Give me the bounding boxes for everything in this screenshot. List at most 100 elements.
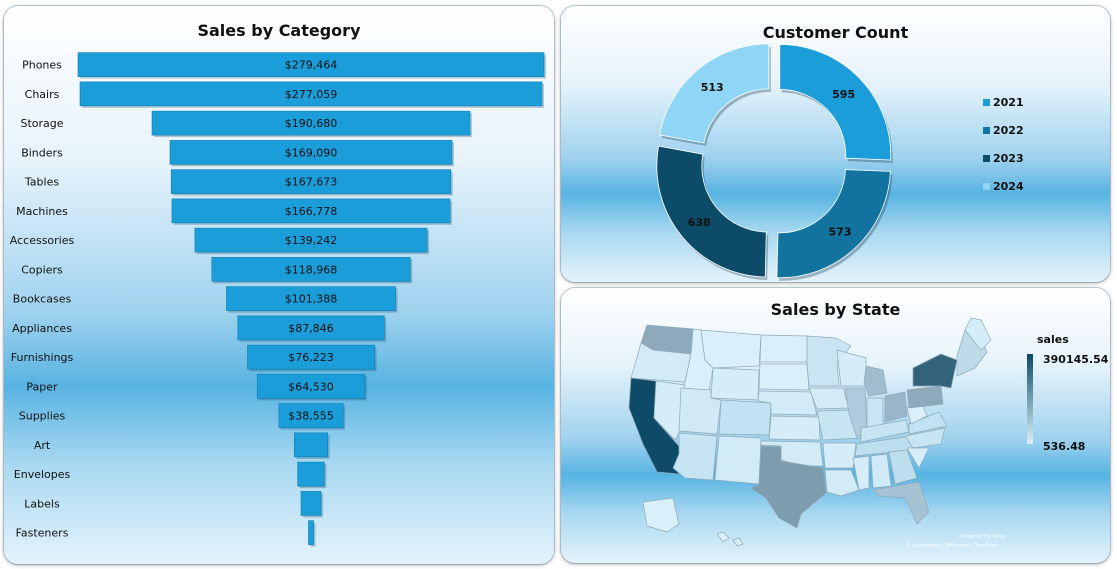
bar-value-label: $76,223 (288, 351, 334, 364)
scale-max: 390145.54 (1043, 353, 1109, 366)
bar-value-label: $279,464 (285, 59, 338, 72)
state-nm (714, 435, 762, 485)
legend-label: 2022 (993, 124, 1024, 137)
bar-value-label: $190,680 (285, 117, 338, 130)
state-nc (904, 427, 946, 449)
bar-value-label: $38,555 (288, 410, 334, 423)
legend-title: sales (1037, 333, 1069, 346)
state-sc (906, 447, 930, 469)
state-fl (872, 481, 930, 525)
category-bar (308, 520, 314, 545)
state-ar (822, 442, 857, 469)
category-label: Accessories (10, 234, 75, 247)
state-la (824, 469, 860, 497)
slice-value-label: 595 (832, 88, 855, 101)
category-label: Supplies (19, 410, 66, 423)
legend-label: 2023 (993, 152, 1024, 165)
legend-swatch (983, 155, 990, 162)
bar-value-label: $277,059 (285, 88, 338, 101)
customer-count-panel: Customer Count 595 573 638 513 2021 2022 2023 2… (561, 6, 1110, 282)
category-bar (194, 227, 428, 253)
state-tx (750, 445, 827, 529)
category-bar (237, 315, 385, 341)
bar-value-label: $64,530 (288, 380, 334, 393)
bar-value-label: $169,090 (285, 146, 338, 159)
category-label: Bookcases (13, 293, 72, 306)
category-funnel-chart: Phones $279,464 Chairs $277,059 Storage $190,… (10, 52, 546, 547)
category-label: Fasteners (16, 527, 69, 540)
legend-swatch (983, 183, 990, 190)
category-bar (170, 169, 452, 194)
state-va (908, 411, 948, 435)
category-label: Paper (26, 380, 58, 393)
category-label: Phones (22, 59, 62, 72)
category-bar (211, 257, 411, 282)
state-ga (888, 449, 918, 485)
state-ia (808, 387, 850, 410)
state-az (672, 432, 718, 481)
sales-by-state-panel: Sales by State (561, 288, 1110, 563)
category-label: Binders (21, 146, 63, 159)
sales-by-category-panel: Sales by Category Phones $279,464 Chairs $2… (4, 6, 554, 564)
state-ny (912, 353, 958, 389)
category-label: Chairs (25, 88, 60, 101)
legend-swatch (983, 127, 990, 134)
state-ms (852, 455, 870, 491)
state-mn (806, 335, 852, 387)
customer-count-title: Customer Count (762, 23, 909, 42)
category-bar (151, 110, 471, 136)
donut-slice (656, 145, 767, 278)
category-label: Tables (24, 176, 59, 189)
sales-by-state-title: Sales by State (770, 300, 901, 319)
category-label: Appliances (12, 322, 72, 335)
slice-value-label: 573 (829, 225, 852, 238)
donut-slice (659, 43, 770, 144)
state-wy (710, 367, 760, 401)
bar-value-label: $101,388 (285, 293, 338, 306)
category-bar (278, 403, 344, 428)
state-al (870, 453, 892, 489)
bar-value-label: $167,673 (285, 176, 338, 189)
customer-donut-chart: 595 573 638 513 2021 2022 2023 2024 (656, 43, 1024, 281)
state-nd (759, 334, 808, 363)
category-label: Furnishings (11, 351, 74, 364)
category-label: Copiers (21, 263, 63, 276)
category-bar (300, 491, 322, 516)
legend-swatch (983, 99, 990, 106)
state-mi (863, 365, 888, 397)
bar-value-label: $166,778 (285, 205, 338, 218)
category-label: Art (34, 439, 51, 452)
legend-label: 2024 (993, 180, 1024, 193)
state-mt (700, 329, 762, 369)
state-me (964, 317, 992, 351)
slice-value-label: 513 (701, 81, 724, 94)
state-hi (716, 531, 744, 547)
category-bar (256, 374, 366, 399)
state-ak (642, 497, 680, 533)
sales-by-category-title: Sales by Category (197, 21, 361, 40)
legend-label: 2021 (993, 96, 1024, 109)
category-label: Envelopes (14, 468, 71, 481)
category-bar (247, 344, 375, 370)
category-bar (77, 52, 545, 77)
state-ks (768, 415, 821, 441)
state-co (718, 399, 772, 436)
state-sd (758, 363, 810, 391)
donut-slice (776, 169, 891, 279)
category-label: Machines (16, 205, 68, 218)
bar-value-label: $87,846 (288, 322, 334, 335)
color-scale (1027, 354, 1033, 444)
state-pa (906, 385, 944, 409)
map-credit-1: Powered by Bing (959, 534, 1005, 540)
bar-value-label: $118,968 (285, 263, 338, 276)
state-wi (836, 349, 867, 387)
category-bar (171, 198, 451, 224)
category-bar (79, 81, 543, 107)
category-label: Labels (24, 497, 60, 510)
category-bar (294, 432, 328, 458)
category-bar (169, 140, 453, 165)
bar-value-label: $139,242 (285, 234, 338, 247)
category-label: Storage (20, 117, 63, 130)
slice-value-label: 638 (688, 216, 711, 229)
us-sales-map: sales 390145.54 536.48 Powered by Bing ©… (628, 317, 1109, 549)
